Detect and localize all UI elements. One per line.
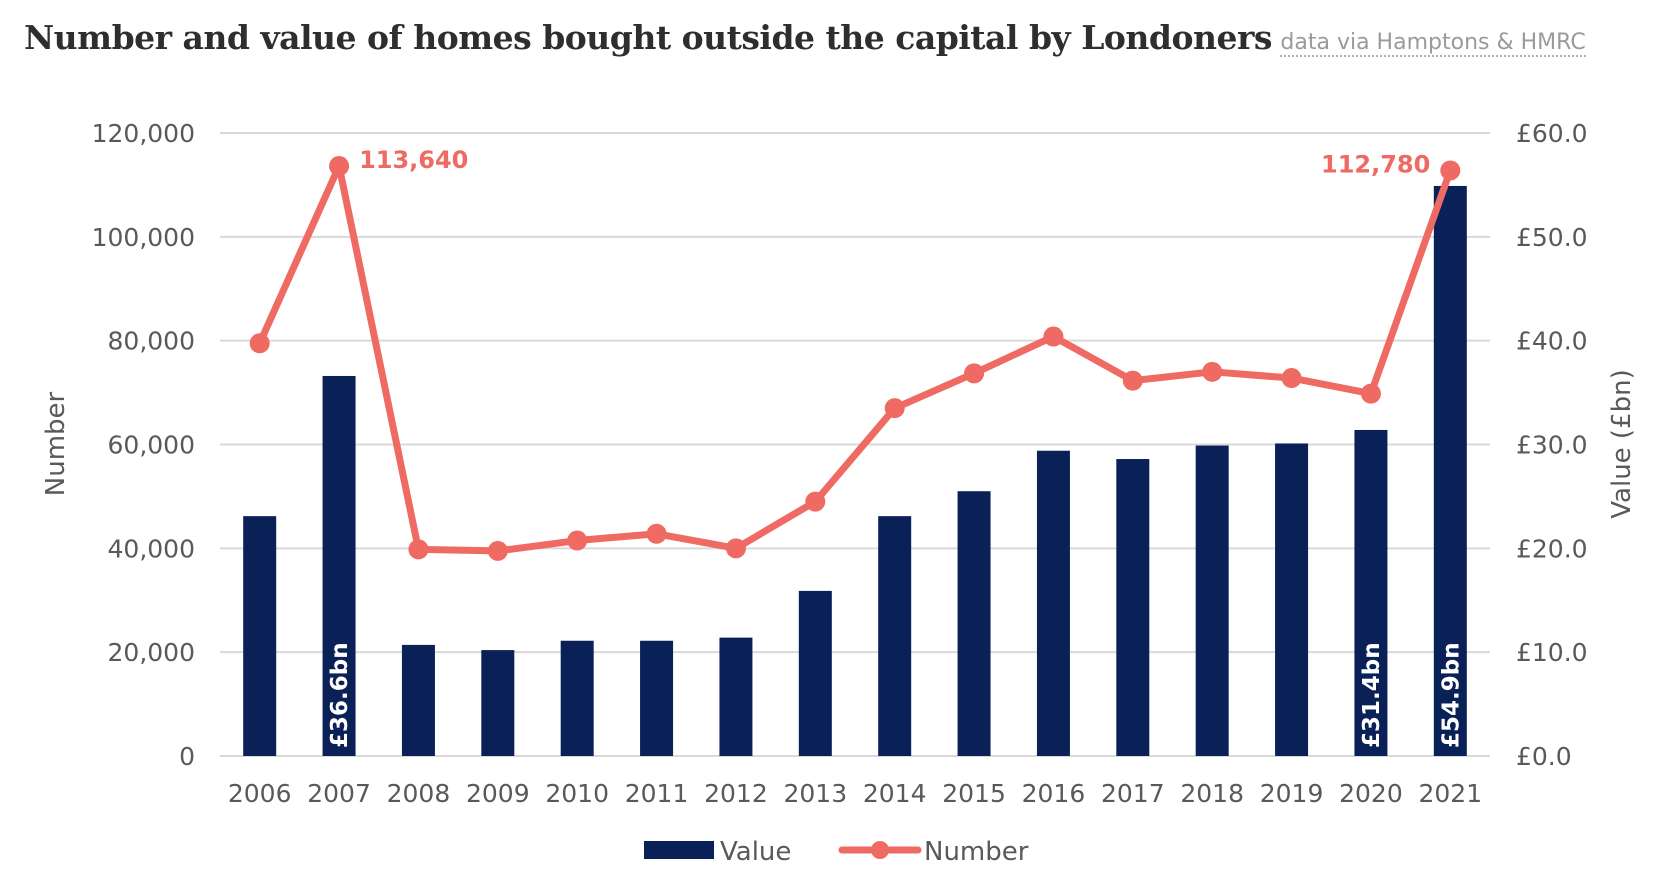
right-tick-label: £60.0 — [1516, 119, 1588, 148]
left-tick-label: 40,000 — [108, 534, 195, 563]
x-tick-label: 2007 — [307, 779, 371, 808]
x-tick-label: 2010 — [545, 779, 609, 808]
point-data-label: 113,640 — [359, 146, 468, 174]
left-tick-label: 100,000 — [92, 223, 195, 252]
x-tick-label: 2016 — [1022, 779, 1086, 808]
number-series-line — [256, 162, 1454, 555]
left-tick-label: 20,000 — [108, 638, 195, 667]
x-tick-label: 2011 — [625, 779, 689, 808]
point-2019 — [1281, 368, 1302, 389]
number-line — [249, 156, 1461, 561]
point-2012 — [725, 538, 746, 559]
x-tick-label: 2015 — [942, 779, 1006, 808]
point-2017 — [1122, 370, 1143, 391]
x-tick-label: 2019 — [1260, 779, 1324, 808]
bar-2012 — [719, 637, 753, 756]
bar-2006 — [243, 516, 277, 756]
bar-2008 — [401, 644, 435, 756]
x-tick-label: 2013 — [784, 779, 848, 808]
x-tick-label: 2017 — [1101, 779, 1165, 808]
bar-2009 — [481, 650, 515, 756]
bar-2018 — [1195, 445, 1229, 756]
bar-data-label: £36.6bn — [327, 642, 353, 748]
left-tick-label: 120,000 — [92, 119, 195, 148]
point-2021 — [1440, 160, 1461, 181]
legend-number-marker — [871, 841, 889, 859]
right-tick-label: £30.0 — [1516, 431, 1588, 460]
legend-number-label: Number — [924, 837, 1029, 867]
x-tick-label: 2014 — [863, 779, 927, 808]
bar-2013 — [798, 590, 832, 756]
x-tick-label: 2006 — [228, 779, 292, 808]
bar-2017 — [1116, 459, 1150, 756]
right-axis-title: Value (£bn) — [1607, 369, 1637, 518]
bar-data-label: £31.4bn — [1359, 642, 1385, 748]
bar-2019 — [1275, 443, 1309, 756]
point-2011 — [646, 523, 667, 544]
x-axis-ticks: 2006 2007 2008 2009 2010 2011 2012 2013 2014 2015… — [228, 779, 1482, 808]
point-2009 — [487, 540, 508, 561]
bar-2021 — [1433, 185, 1467, 756]
point-2014 — [884, 398, 905, 419]
point-2020 — [1360, 383, 1381, 404]
chart-title: Number and value of homes bought outside… — [24, 18, 1272, 57]
x-tick-label: 2020 — [1339, 779, 1403, 808]
bar-data-label: £54.9bn — [1438, 642, 1464, 748]
bar-2007 — [322, 375, 356, 756]
left-tick-label: 60,000 — [108, 431, 195, 460]
bar-2010 — [560, 640, 594, 756]
point-2007 — [329, 156, 350, 177]
point-2006 — [249, 333, 270, 354]
bar-2016 — [1036, 450, 1070, 756]
point-2013 — [805, 491, 826, 512]
x-tick-label: 2018 — [1180, 779, 1244, 808]
right-tick-label: £0.0 — [1516, 742, 1572, 771]
right-tick-label: £50.0 — [1516, 223, 1588, 252]
chart-header: Number and value of homes bought outside… — [24, 18, 1586, 57]
right-tick-label: £10.0 — [1516, 638, 1588, 667]
x-tick-label: 2012 — [704, 779, 768, 808]
right-tick-label: £20.0 — [1516, 534, 1588, 563]
bar-2020 — [1354, 429, 1388, 756]
legend: Value Number — [644, 837, 1029, 867]
x-tick-label: 2021 — [1419, 779, 1483, 808]
point-2016 — [1043, 326, 1064, 347]
x-tick-label: 2009 — [466, 779, 530, 808]
point-data-label: 112,780 — [1321, 150, 1430, 178]
point-labels: 113,640 112,780 — [359, 146, 1430, 178]
left-tick-label: 80,000 — [108, 327, 195, 356]
point-2010 — [567, 530, 588, 551]
bar-labels: £36.6bn £31.4bn £54.9bn — [327, 642, 1464, 748]
value-bars — [243, 185, 1467, 756]
legend-value-swatch — [644, 841, 714, 859]
x-tick-label: 2008 — [387, 779, 451, 808]
right-tick-label: £40.0 — [1516, 327, 1588, 356]
left-axis-title: Number — [41, 391, 71, 496]
bar-2014 — [878, 516, 912, 756]
point-2015 — [964, 363, 985, 384]
source-link[interactable]: data via Hamptons & HMRC — [1280, 30, 1586, 57]
right-axis-ticks: £0.0 £10.0 £20.0 £30.0 £40.0 £50.0 £60.0 — [1516, 119, 1588, 771]
legend-value-label: Value — [720, 837, 791, 867]
bar-2015 — [957, 491, 991, 756]
point-2008 — [408, 539, 429, 560]
bar-2011 — [640, 640, 674, 756]
point-2018 — [1202, 361, 1223, 382]
left-tick-label: 0 — [179, 742, 195, 771]
left-axis-ticks: 0 20,000 40,000 60,000 80,000 100,000 120,000 — [92, 119, 195, 771]
